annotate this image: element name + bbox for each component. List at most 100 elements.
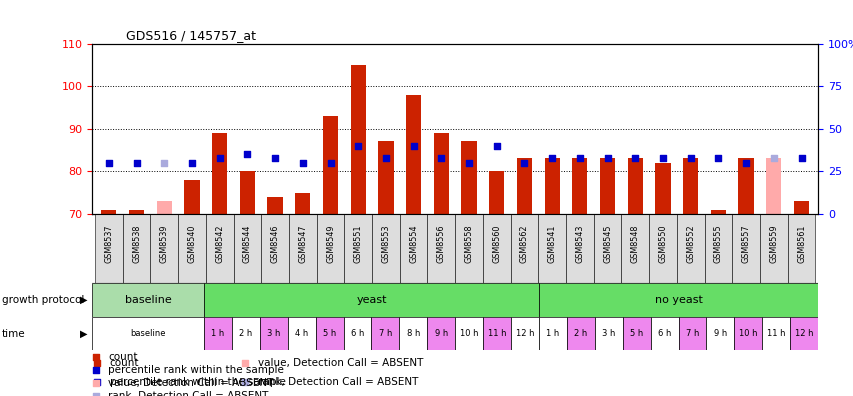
Text: GSM8560: GSM8560 <box>491 224 501 263</box>
Bar <box>566 317 594 350</box>
Bar <box>316 317 343 350</box>
Text: GSM8552: GSM8552 <box>685 224 694 263</box>
Text: 1 h: 1 h <box>211 329 224 338</box>
Bar <box>510 214 537 283</box>
Bar <box>259 317 287 350</box>
Bar <box>593 214 621 283</box>
Bar <box>288 214 316 283</box>
Text: 6 h: 6 h <box>351 329 363 338</box>
Bar <box>621 214 648 283</box>
Bar <box>206 214 233 283</box>
Bar <box>287 317 316 350</box>
Point <box>323 160 337 166</box>
Text: 7 h: 7 h <box>685 329 699 338</box>
Text: GSM8555: GSM8555 <box>713 224 722 263</box>
Text: yeast: yeast <box>356 295 386 305</box>
Bar <box>322 116 338 214</box>
Text: ▶: ▶ <box>80 329 88 339</box>
Text: value, Detection Call = ABSENT: value, Detection Call = ABSENT <box>258 358 422 368</box>
Text: 11 h: 11 h <box>487 329 506 338</box>
Point <box>481 134 495 141</box>
Text: count: count <box>108 352 137 362</box>
Text: GSM8556: GSM8556 <box>437 224 445 263</box>
Text: 3 h: 3 h <box>267 329 280 338</box>
Bar <box>92 283 204 317</box>
Text: count: count <box>109 358 139 368</box>
Text: GSM8540: GSM8540 <box>188 224 196 263</box>
Point <box>572 155 586 162</box>
Point <box>102 160 115 166</box>
Bar <box>489 171 504 214</box>
Point <box>490 143 503 149</box>
Bar <box>676 214 704 283</box>
Bar <box>371 317 399 350</box>
Point <box>766 155 780 162</box>
Text: GSM8562: GSM8562 <box>519 224 528 263</box>
Bar <box>129 209 144 214</box>
Text: 11 h: 11 h <box>766 329 785 338</box>
Bar <box>789 317 817 350</box>
Text: value, Detection Call = ABSENT: value, Detection Call = ABSENT <box>108 378 273 388</box>
Bar <box>544 158 559 214</box>
Text: GSM8546: GSM8546 <box>270 224 279 263</box>
Text: 10 h: 10 h <box>738 329 757 338</box>
Text: GSM8553: GSM8553 <box>381 224 390 263</box>
Bar <box>654 163 670 214</box>
Point <box>794 155 808 162</box>
Bar <box>240 171 255 214</box>
Bar <box>123 214 150 283</box>
Point <box>185 160 199 166</box>
Point <box>351 143 364 149</box>
Bar <box>482 214 510 283</box>
Text: 4 h: 4 h <box>294 329 308 338</box>
Bar <box>405 95 421 214</box>
Text: GSM8538: GSM8538 <box>132 224 141 263</box>
Bar <box>682 158 698 214</box>
Bar <box>622 317 650 350</box>
Text: 7 h: 7 h <box>378 329 392 338</box>
Text: GSM8551: GSM8551 <box>353 224 363 263</box>
Point <box>461 160 475 166</box>
Text: 12 h: 12 h <box>515 329 534 338</box>
Text: rank, Detection Call = ABSENT: rank, Detection Call = ABSENT <box>258 377 418 387</box>
Text: 2 h: 2 h <box>239 329 252 338</box>
Bar <box>650 317 678 350</box>
Text: 12 h: 12 h <box>794 329 812 338</box>
Text: GSM8542: GSM8542 <box>215 224 224 263</box>
Bar <box>786 214 815 283</box>
Bar <box>705 317 734 350</box>
Point <box>268 155 281 162</box>
Bar <box>765 158 780 214</box>
Point <box>628 155 641 162</box>
Text: GSM8544: GSM8544 <box>242 224 252 263</box>
Text: baseline: baseline <box>131 329 165 338</box>
Bar <box>648 214 676 283</box>
Bar <box>516 158 531 214</box>
Bar <box>351 65 365 214</box>
Point <box>655 155 669 162</box>
Bar <box>731 214 759 283</box>
Text: GSM8559: GSM8559 <box>769 224 777 263</box>
Text: 6 h: 6 h <box>657 329 670 338</box>
Point <box>683 155 697 162</box>
Bar <box>600 158 614 214</box>
Bar <box>102 209 116 214</box>
Bar <box>433 133 449 214</box>
Text: GSM8557: GSM8557 <box>740 224 750 263</box>
Point <box>342 246 356 252</box>
Bar <box>212 133 227 214</box>
Bar <box>738 158 753 214</box>
Text: growth protocol: growth protocol <box>2 295 84 305</box>
Text: ▶: ▶ <box>80 295 88 305</box>
Bar <box>455 214 482 283</box>
Bar <box>204 317 231 350</box>
Bar <box>572 158 587 214</box>
Bar <box>538 283 817 317</box>
Point <box>739 160 752 166</box>
Text: 10 h: 10 h <box>460 329 478 338</box>
Point <box>545 155 559 162</box>
Bar <box>461 141 476 214</box>
Bar <box>343 317 371 350</box>
Point <box>241 151 254 157</box>
Text: percentile rank within the sample: percentile rank within the sample <box>108 365 284 375</box>
